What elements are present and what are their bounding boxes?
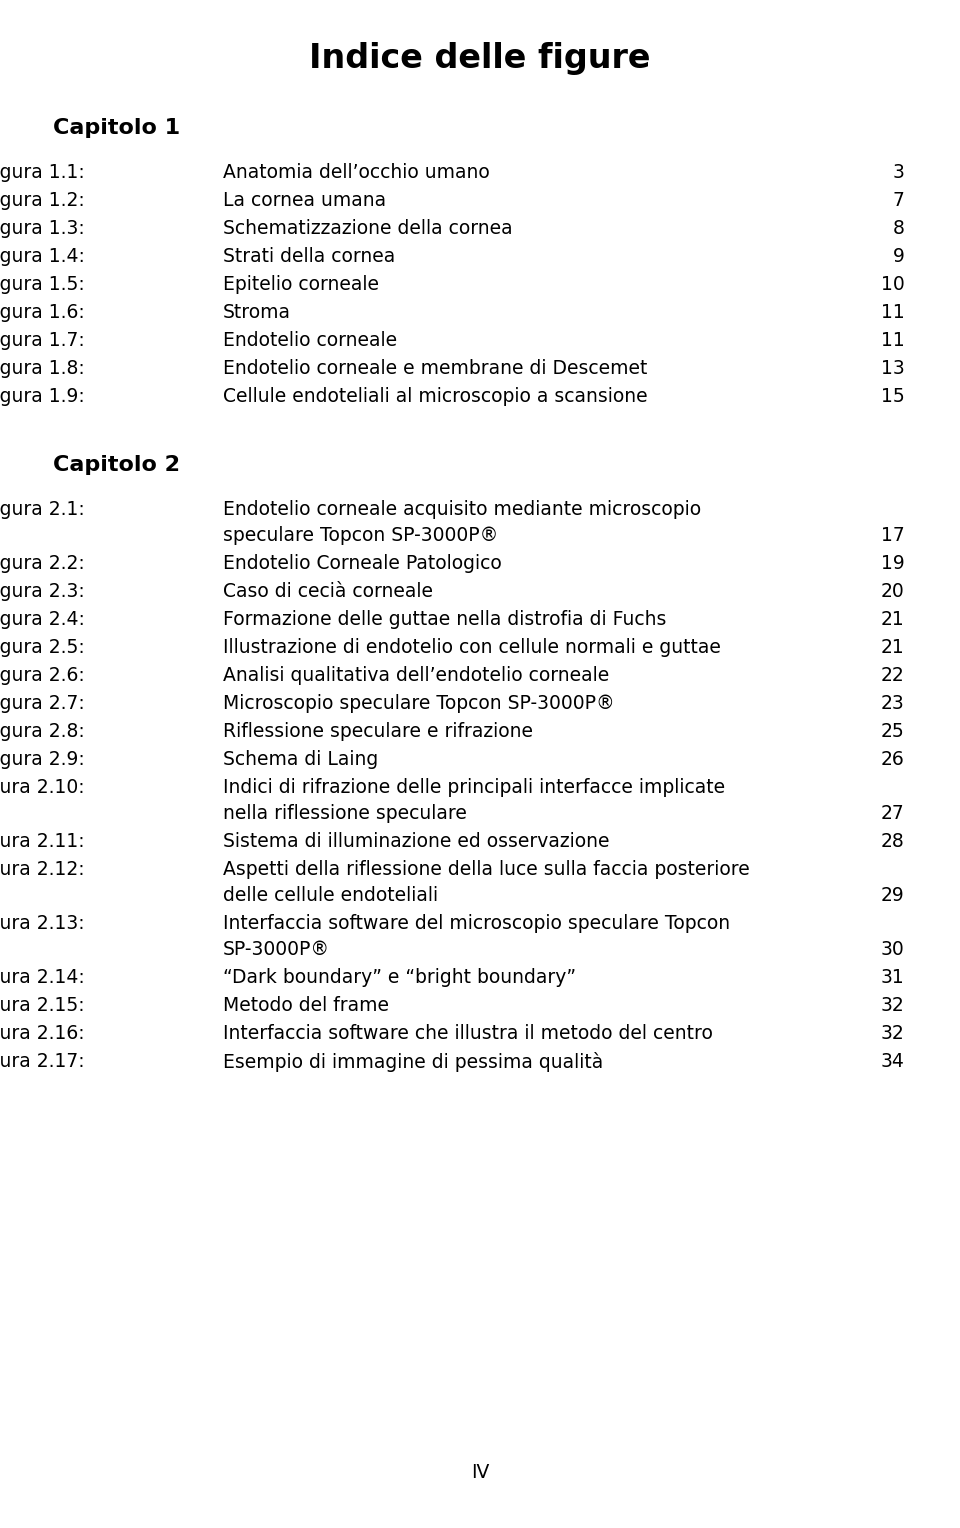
Text: Caso di cecià corneale: Caso di cecià corneale [223, 582, 433, 601]
Text: 22: 22 [880, 666, 904, 685]
Text: Figura 2.16:: Figura 2.16: [0, 1024, 84, 1044]
Text: Endotelio Corneale Patologico: Endotelio Corneale Patologico [223, 555, 501, 573]
Text: Figura 2.15:: Figura 2.15: [0, 996, 84, 1015]
Text: Capitolo 1: Capitolo 1 [53, 118, 180, 138]
Text: 31: 31 [880, 969, 904, 987]
Text: La cornea umana: La cornea umana [223, 191, 386, 209]
Text: Schematizzazione della cornea: Schematizzazione della cornea [223, 219, 513, 238]
Text: Figura 2.5:: Figura 2.5: [0, 639, 84, 657]
Text: Interfaccia software del microscopio speculare Topcon: Interfaccia software del microscopio spe… [223, 914, 730, 934]
Text: 19: 19 [880, 555, 904, 573]
Text: Figura 2.1:: Figura 2.1: [0, 500, 84, 520]
Text: Figura 1.3:: Figura 1.3: [0, 219, 84, 238]
Text: Epitelio corneale: Epitelio corneale [223, 275, 378, 293]
Text: 30: 30 [880, 940, 904, 960]
Text: Stroma: Stroma [223, 303, 291, 322]
Text: 9: 9 [893, 248, 904, 266]
Text: “Dark boundary” e “bright boundary”: “Dark boundary” e “bright boundary” [223, 969, 576, 987]
Text: Figura 1.8:: Figura 1.8: [0, 359, 84, 377]
Text: Figura 2.2:: Figura 2.2: [0, 555, 84, 573]
Text: 13: 13 [880, 359, 904, 377]
Text: Figura 2.10:: Figura 2.10: [0, 778, 84, 798]
Text: Figura 2.3:: Figura 2.3: [0, 582, 84, 601]
Text: Indice delle figure: Indice delle figure [309, 41, 651, 75]
Text: 21: 21 [880, 610, 904, 630]
Text: Endotelio corneale: Endotelio corneale [223, 332, 396, 350]
Text: Figura 2.17:: Figura 2.17: [0, 1051, 84, 1071]
Text: 8: 8 [893, 219, 904, 238]
Text: Interfaccia software che illustra il metodo del centro: Interfaccia software che illustra il met… [223, 1024, 712, 1044]
Text: 32: 32 [880, 1024, 904, 1044]
Text: SP-3000P®: SP-3000P® [223, 940, 330, 960]
Text: 3: 3 [893, 163, 904, 182]
Text: 26: 26 [880, 750, 904, 769]
Text: Figura 2.13:: Figura 2.13: [0, 914, 84, 934]
Text: IV: IV [470, 1464, 490, 1482]
Text: Aspetti della riflessione della luce sulla faccia posteriore: Aspetti della riflessione della luce sul… [223, 860, 750, 879]
Text: 10: 10 [880, 275, 904, 293]
Text: 11: 11 [880, 303, 904, 322]
Text: Figura 2.4:: Figura 2.4: [0, 610, 84, 630]
Text: 17: 17 [880, 526, 904, 545]
Text: speculare Topcon SP-3000P®: speculare Topcon SP-3000P® [223, 526, 498, 545]
Text: 34: 34 [880, 1051, 904, 1071]
Text: Riflessione speculare e rifrazione: Riflessione speculare e rifrazione [223, 723, 533, 741]
Text: Schema di Laing: Schema di Laing [223, 750, 378, 769]
Text: Figura 2.11:: Figura 2.11: [0, 833, 84, 851]
Text: Figura 2.7:: Figura 2.7: [0, 694, 84, 714]
Text: Figura 1.1:: Figura 1.1: [0, 163, 84, 182]
Text: nella riflessione speculare: nella riflessione speculare [223, 804, 467, 824]
Text: Strati della cornea: Strati della cornea [223, 248, 395, 266]
Text: Figura 1.5:: Figura 1.5: [0, 275, 84, 293]
Text: Indici di rifrazione delle principali interfacce implicate: Indici di rifrazione delle principali in… [223, 778, 725, 798]
Text: delle cellule endoteliali: delle cellule endoteliali [223, 886, 438, 905]
Text: 11: 11 [880, 332, 904, 350]
Text: Sistema di illuminazione ed osservazione: Sistema di illuminazione ed osservazione [223, 833, 610, 851]
Text: 23: 23 [880, 694, 904, 714]
Text: Endotelio corneale e membrane di Descemet: Endotelio corneale e membrane di Desceme… [223, 359, 647, 377]
Text: Endotelio corneale acquisito mediante microscopio: Endotelio corneale acquisito mediante mi… [223, 500, 701, 520]
Text: 7: 7 [893, 191, 904, 209]
Text: 25: 25 [880, 723, 904, 741]
Text: Analisi qualitativa dell’endotelio corneale: Analisi qualitativa dell’endotelio corne… [223, 666, 609, 685]
Text: Metodo del frame: Metodo del frame [223, 996, 389, 1015]
Text: Figura 2.14:: Figura 2.14: [0, 969, 84, 987]
Text: Capitolo 2: Capitolo 2 [53, 455, 180, 475]
Text: 28: 28 [880, 833, 904, 851]
Text: 29: 29 [880, 886, 904, 905]
Text: Cellule endoteliali al microscopio a scansione: Cellule endoteliali al microscopio a sca… [223, 387, 647, 406]
Text: 20: 20 [880, 582, 904, 601]
Text: 27: 27 [880, 804, 904, 824]
Text: Figura 2.12:: Figura 2.12: [0, 860, 84, 879]
Text: Figura 2.9:: Figura 2.9: [0, 750, 84, 769]
Text: Figura 1.4:: Figura 1.4: [0, 248, 84, 266]
Text: 21: 21 [880, 639, 904, 657]
Text: Esempio di immagine di pessima qualità: Esempio di immagine di pessima qualità [223, 1051, 603, 1073]
Text: Microscopio speculare Topcon SP-3000P®: Microscopio speculare Topcon SP-3000P® [223, 694, 614, 714]
Text: Figura 1.2:: Figura 1.2: [0, 191, 84, 209]
Text: Figura 1.6:: Figura 1.6: [0, 303, 84, 322]
Text: Figura 1.9:: Figura 1.9: [0, 387, 84, 406]
Text: Formazione delle guttae nella distrofia di Fuchs: Formazione delle guttae nella distrofia … [223, 610, 666, 630]
Text: Figura 2.6:: Figura 2.6: [0, 666, 84, 685]
Text: Figura 2.8:: Figura 2.8: [0, 723, 84, 741]
Text: 32: 32 [880, 996, 904, 1015]
Text: Figura 1.7:: Figura 1.7: [0, 332, 84, 350]
Text: 15: 15 [880, 387, 904, 406]
Text: Illustrazione di endotelio con cellule normali e guttae: Illustrazione di endotelio con cellule n… [223, 639, 721, 657]
Text: Anatomia dell’occhio umano: Anatomia dell’occhio umano [223, 163, 490, 182]
